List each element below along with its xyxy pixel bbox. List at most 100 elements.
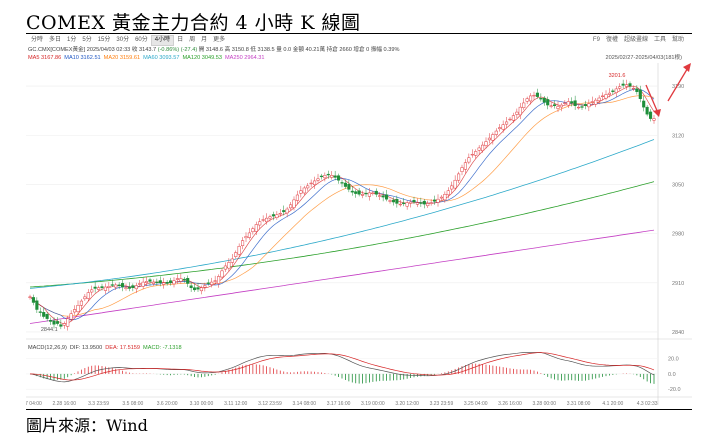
candle-body <box>114 284 118 288</box>
candle-body <box>439 196 443 199</box>
candle-body <box>258 221 262 226</box>
up-arrow-line <box>667 65 690 102</box>
candle-body <box>601 95 605 97</box>
macd-y-tick-label: 20.0 <box>668 357 679 363</box>
candle-body <box>52 320 56 325</box>
candle-body <box>151 281 155 284</box>
candle-body <box>604 94 608 99</box>
candle-body <box>484 141 488 146</box>
candle-body <box>28 296 32 298</box>
timeframe-tab[interactable]: 多日 <box>49 37 62 43</box>
candle-body <box>343 182 347 187</box>
toolbar-menu-item[interactable]: 超級畫線 <box>623 37 648 43</box>
candle-body <box>621 83 625 86</box>
timeframe-tab[interactable]: 15分 <box>97 37 111 43</box>
candle-body <box>175 278 179 280</box>
x-tick-label: 3.26 16:00 <box>498 401 522 407</box>
candle-body <box>474 151 478 156</box>
candle-body <box>333 175 337 178</box>
candle-body <box>378 195 382 197</box>
image-caption: 圖片來源：Wind <box>26 416 148 435</box>
candle-body <box>90 289 94 293</box>
ma-legend: MA5 3167.86 MA10 3162.51 MA20 3159.61 MA60 … <box>28 54 264 62</box>
timeframe-tab[interactable]: 周 <box>189 37 196 43</box>
toolbar-right: F9 復權 超級畫線 工具 幫助 <box>593 35 684 46</box>
x-tick-label: 3.3 23:59 <box>88 401 109 407</box>
candle-body <box>155 281 159 284</box>
quote-close: 收 3143.7 <box>131 47 157 53</box>
quote-amount: 金額 40.21萬 <box>292 47 326 53</box>
ma-legend-item: MA120 3049.53 <box>182 55 222 61</box>
candle-body <box>93 286 97 289</box>
candle-body <box>117 284 121 286</box>
toolbar-menu-item[interactable]: 工具 <box>653 37 666 43</box>
ma-legend-item: MA250 2964.31 <box>224 55 265 61</box>
candle-body <box>638 89 642 99</box>
toolbar-menu-item[interactable]: F9 <box>592 37 600 43</box>
timeframe-tab[interactable]: 4小時 <box>150 35 175 46</box>
candle-body <box>326 173 330 176</box>
candle-body <box>501 124 505 130</box>
x-tick-label: 3.25 04:00 <box>464 401 488 407</box>
y-tick-label: 2980 <box>672 232 684 238</box>
timeframe-tab[interactable]: 60分 <box>135 37 148 43</box>
x-tick-label: 3.6 20:00 <box>157 401 178 407</box>
timeframe-tab[interactable]: 更多 <box>213 37 226 43</box>
candle-body <box>210 281 214 285</box>
candle-body <box>460 167 464 172</box>
candle-body <box>251 228 255 233</box>
candle-body <box>395 198 399 204</box>
quote-low: 低 3138.5 <box>250 47 275 53</box>
candle-body <box>292 199 296 208</box>
candle-body <box>134 285 138 290</box>
candle-body <box>97 287 101 290</box>
x-tick-label: 3.14 08:00 <box>292 401 316 407</box>
timeframe-tab[interactable]: 30分 <box>116 37 130 43</box>
candle-body <box>450 185 454 190</box>
timeframe-tab[interactable]: 1分 <box>67 37 77 43</box>
quote-oi: 持倉 2660 <box>326 47 352 53</box>
candle-body <box>357 190 361 195</box>
quote-volume: 量 0.0 <box>276 47 292 53</box>
x-tick-label: 3.20 12:00 <box>395 401 419 407</box>
candle-body <box>498 127 502 130</box>
candle-body <box>309 182 313 185</box>
x-tick-label: 2.28 16:00 <box>52 401 76 407</box>
candle-body <box>131 285 135 288</box>
candle-body <box>278 212 282 215</box>
toolbar-menu-item[interactable]: 幫助 <box>671 37 684 43</box>
y-tick-label: 3120 <box>672 133 684 139</box>
candle-body <box>635 88 639 92</box>
candle-body <box>295 194 299 201</box>
candle-body <box>42 312 46 317</box>
ma5-line <box>29 85 655 325</box>
ma20-line <box>29 95 655 317</box>
x-tick-label: 3.19 00:00 <box>361 401 385 407</box>
candle-body <box>618 86 622 89</box>
candle-body <box>611 90 615 92</box>
ma-legend-item: MA60 3093.57 <box>143 55 180 61</box>
candle-body <box>241 240 245 246</box>
candle-body <box>148 279 152 282</box>
candle-body <box>254 224 258 232</box>
x-tick-label: 3.12 23:59 <box>258 401 282 407</box>
timeframe-tab[interactable]: 5分 <box>82 37 92 43</box>
candle-body <box>313 180 317 185</box>
candle-body <box>518 106 522 116</box>
candle-body <box>364 192 368 195</box>
candle-body <box>206 282 210 284</box>
price-chart: 2840 2910 2980 3050 3120 3190 20.0 0.0 -20.0 2.27… <box>26 63 692 407</box>
candle-body <box>179 278 183 282</box>
candle-body <box>463 162 467 170</box>
candle-body <box>121 283 125 288</box>
candle-body <box>457 173 461 181</box>
timeframe-tab[interactable]: 分時 <box>31 37 44 43</box>
y-tick-label: 2840 <box>672 330 684 336</box>
timeframe-tab[interactable]: 月 <box>201 37 208 43</box>
candle-body <box>103 286 107 291</box>
candle-body <box>631 87 635 90</box>
timeframe-tab[interactable]: 日 <box>177 37 184 43</box>
candle-body <box>59 324 63 327</box>
toolbar-menu-item[interactable]: 復權 <box>605 37 618 43</box>
candle-body <box>597 97 601 101</box>
